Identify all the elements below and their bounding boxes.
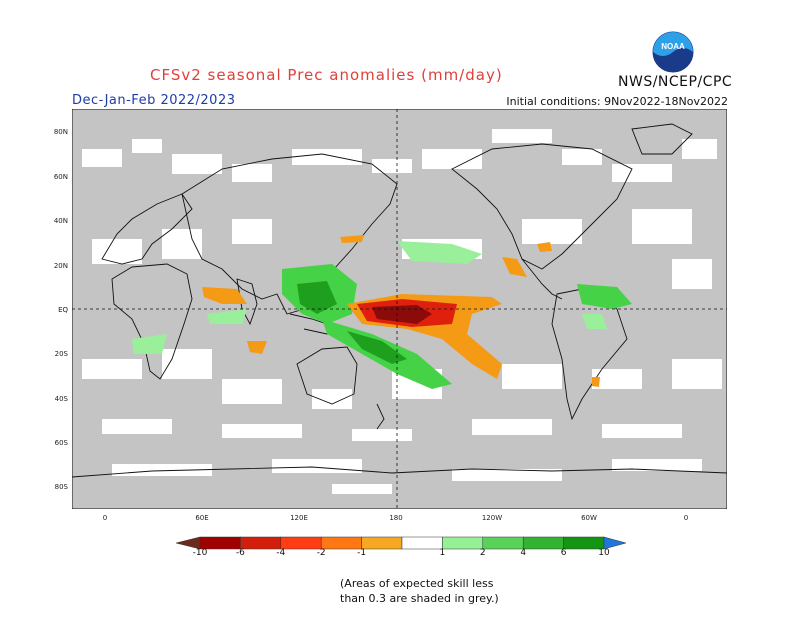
lon-tick-label: 120W xyxy=(481,514,503,522)
dry-core-central-pacific xyxy=(372,305,432,324)
chart-title: CFSv2 seasonal Prec anomalies (mm/day) xyxy=(150,66,503,84)
colorbar-label: 2 xyxy=(479,548,486,558)
logo-text: NOAA xyxy=(661,42,685,51)
lat-tick-label: 60N xyxy=(53,173,68,181)
lat-tick-label: 40S xyxy=(54,395,68,403)
colorbar-label: -2 xyxy=(316,548,326,558)
lat-tick-label: 20N xyxy=(53,262,68,270)
lat-tick-label: 20S xyxy=(54,350,68,358)
lon-tick-label: 120E xyxy=(290,514,308,522)
wet-core-spcz xyxy=(347,331,407,364)
wet-core-maritime xyxy=(297,281,337,314)
dry-area-indian-south xyxy=(247,341,267,354)
colorbar-extension-high xyxy=(603,536,626,550)
lon-tick-label: 180 xyxy=(389,514,403,522)
lat-tick-label: 80S xyxy=(54,483,68,491)
dry-area-mexico xyxy=(502,257,527,277)
colorbar-label: -4 xyxy=(276,548,286,558)
wet-area-south-america xyxy=(577,284,632,309)
noaa-logo: NOAA xyxy=(651,30,695,74)
colorbar-label: 1 xyxy=(439,548,446,558)
wet-area-africa-se xyxy=(132,334,167,354)
season-label: Dec-Jan-Feb 2022/2023 xyxy=(72,93,236,108)
lon-tick-label: 0 xyxy=(683,514,689,522)
colorbar-label: 4 xyxy=(520,548,527,558)
dry-area-indian-ocean xyxy=(202,287,247,304)
wet-band-north-pacific xyxy=(397,241,482,264)
lat-tick-label: 80N xyxy=(53,128,68,136)
wet-area-indian-ocean xyxy=(207,309,247,324)
wet-area-brazil xyxy=(582,314,607,329)
colorbar-label: -1 xyxy=(357,548,367,558)
lon-tick-label: 60E xyxy=(195,514,209,522)
colorbar-label: -6 xyxy=(235,548,245,558)
footnote-line-1: (Areas of expected skill less xyxy=(340,577,494,590)
lon-tick-label: 0 xyxy=(102,514,108,522)
colorbar-label: 10 xyxy=(598,548,610,558)
dry-area-argentina xyxy=(592,377,600,387)
footnote-line-2: than 0.3 are shaded in grey.) xyxy=(340,592,499,605)
lat-tick-label: 60S xyxy=(54,439,68,447)
lat-tick-label: 40N xyxy=(53,217,68,225)
dry-area-gulf xyxy=(537,242,552,252)
colorbar xyxy=(176,536,626,550)
lon-tick-label: 60W xyxy=(581,514,597,522)
initial-conditions-label: Initial conditions: 9Nov2022-18Nov2022 xyxy=(506,95,728,108)
agency-label: NWS/NCEP/CPC xyxy=(618,74,733,90)
anomaly-map xyxy=(72,109,727,509)
footnote: (Areas of expected skill less than 0.3 a… xyxy=(340,576,499,606)
colorbar-label: 6 xyxy=(560,548,567,558)
colorbar-label: -10 xyxy=(192,548,208,558)
dry-area-northwest-pacific xyxy=(340,235,364,243)
lat-tick-label: EQ xyxy=(58,306,68,314)
